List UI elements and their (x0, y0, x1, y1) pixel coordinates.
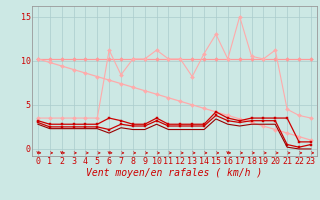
X-axis label: Vent moyen/en rafales ( km/h ): Vent moyen/en rafales ( km/h ) (86, 168, 262, 178)
